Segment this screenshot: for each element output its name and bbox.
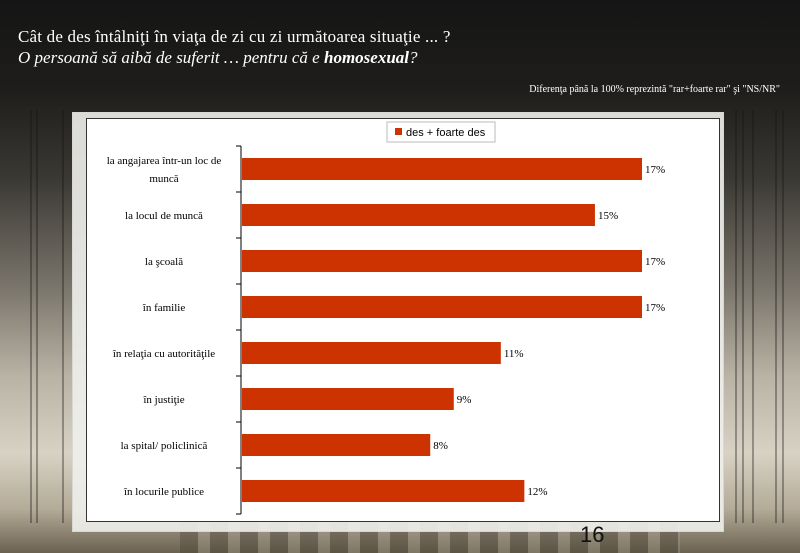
data-label: 12% [527, 486, 547, 498]
question-line-1: Cât de des întâlniţi în viaţa de zi cu z… [18, 27, 451, 46]
category-label: la locul de muncă [125, 210, 203, 222]
legend-label: des + foarte des [406, 127, 486, 139]
footnote: Diferenţa până la 100% reprezintă "rar+f… [529, 84, 780, 95]
category-label-line: la şcoală [145, 256, 183, 268]
chart-legend: des + foarte des [386, 121, 496, 143]
data-label: 8% [433, 440, 448, 452]
legend-swatch [395, 128, 402, 135]
category-label-line: în justiţie [142, 394, 184, 406]
page-number: 16 [580, 522, 605, 547]
data-label: 15% [598, 210, 618, 222]
category-label: în locurile publice [123, 486, 204, 498]
bar [242, 434, 431, 456]
category-label-line: în locurile publice [123, 486, 204, 498]
category-label-line: la spital/ policlinică [121, 440, 208, 452]
bar-series: 17% la angajarea într-un loc de muncă 15% la… [107, 145, 665, 515]
data-label: 17% [645, 302, 665, 314]
question-line-2-text: O persoană să aibă de suferit … pentru c… [18, 48, 324, 67]
bar [242, 296, 642, 318]
category-label: în familie [142, 302, 186, 314]
category-label-line: la angajarea într-un loc de [107, 155, 222, 167]
category-label: în relaţia cu autorităţile [112, 348, 215, 360]
data-label: 11% [504, 348, 524, 360]
question-line-2-emphasis: homosexual [323, 48, 410, 67]
slide-header: Cât de des întâlniţi în viaţa de zi cu z… [18, 26, 782, 68]
bar [242, 342, 501, 364]
category-label-line: muncă [149, 173, 178, 185]
category-label: la angajarea într-un loc de muncă [107, 155, 222, 185]
data-label: 17% [645, 256, 665, 268]
category-label: la şcoală [145, 256, 183, 268]
question-line-2-suffix: ? [409, 48, 418, 67]
category-label: în justiţie [142, 394, 184, 406]
question-line-2: O persoană să aibă de suferit … pentru c… [18, 47, 782, 68]
category-label-line: în familie [142, 302, 186, 314]
data-label: 9% [457, 394, 472, 406]
legend-box [386, 121, 496, 143]
category-label-line: la locul de muncă [125, 210, 203, 222]
data-label: 17% [645, 164, 665, 176]
category-label: la spital/ policlinică [121, 440, 208, 452]
bar [242, 158, 642, 180]
category-label-line: în relaţia cu autorităţile [112, 348, 215, 360]
bar [242, 204, 595, 226]
bar [242, 388, 454, 410]
bar [242, 250, 642, 272]
bar [242, 480, 525, 502]
